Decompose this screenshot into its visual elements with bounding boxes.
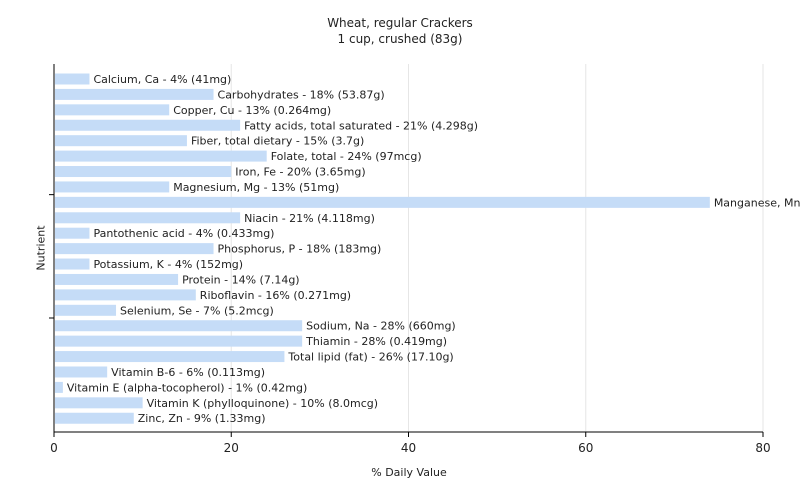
data-label: Vitamin E (alpha-tocopherol) - 1% (0.42m… [67, 381, 307, 394]
data-label: Manganese, Mn - 74% (1.478mg) [714, 196, 800, 209]
bar [55, 366, 108, 378]
chart-title: Wheat, regular Crackers [327, 16, 473, 30]
data-label: Protein - 14% (7.14g) [182, 273, 300, 286]
bar [55, 335, 303, 347]
data-label: Zinc, Zn - 9% (1.33mg) [138, 412, 266, 425]
y-axis-label: Nutrient [34, 225, 48, 271]
data-label: Vitamin K (phylloquinone) - 10% (8.0mcg) [147, 397, 378, 410]
data-label: Potassium, K - 4% (152mg) [93, 258, 243, 271]
data-label: Fiber, total dietary - 15% (3.7g) [191, 135, 364, 148]
bar [55, 181, 170, 193]
data-label: Fatty acids, total saturated - 21% (4.29… [244, 119, 478, 132]
chart-subtitle: 1 cup, crushed (83g) [337, 32, 463, 46]
data-label: Copper, Cu - 13% (0.264mg) [173, 104, 331, 117]
bar [55, 320, 303, 332]
data-label: Niacin - 21% (4.118mg) [244, 212, 375, 225]
bar [55, 135, 187, 147]
bar [55, 104, 170, 116]
data-label: Folate, total - 24% (97mcg) [271, 150, 422, 163]
bar [55, 289, 196, 301]
x-axis-label: % Daily Value [371, 466, 447, 479]
data-label: Pantothenic acid - 4% (0.433mg) [93, 227, 274, 240]
x-tick-label: 40 [401, 441, 416, 455]
bar [55, 88, 214, 100]
bar [55, 381, 63, 393]
data-label: Iron, Fe - 20% (3.65mg) [235, 166, 365, 179]
data-label: Calcium, Ca - 4% (41mg) [93, 73, 231, 86]
data-label: Magnesium, Mg - 13% (51mg) [173, 181, 339, 194]
bar [55, 243, 214, 255]
data-label: Vitamin B-6 - 6% (0.113mg) [111, 366, 265, 379]
x-tick-label: 60 [578, 441, 593, 455]
data-label: Thiamin - 28% (0.419mg) [305, 335, 447, 348]
bar [55, 351, 285, 363]
x-tick-label: 80 [755, 441, 770, 455]
data-label: Phosphorus, P - 18% (183mg) [218, 243, 382, 256]
bar [55, 412, 134, 424]
bar [55, 304, 117, 316]
bar [55, 273, 179, 285]
bar [55, 196, 710, 208]
bar [55, 73, 90, 85]
bar [55, 166, 232, 178]
bar [55, 150, 267, 162]
data-label: Carbohydrates - 18% (53.87g) [218, 88, 385, 101]
bar [55, 212, 241, 224]
data-label: Riboflavin - 16% (0.271mg) [200, 289, 351, 302]
data-label: Selenium, Se - 7% (5.2mcg) [120, 304, 274, 317]
data-label: Sodium, Na - 28% (660mg) [306, 320, 456, 333]
bar [55, 397, 143, 409]
bar [55, 119, 241, 131]
bar [55, 227, 90, 239]
x-tick-label: 0 [50, 441, 58, 455]
x-tick-label: 20 [224, 441, 239, 455]
data-label: Total lipid (fat) - 26% (17.10g) [287, 351, 453, 364]
bar [55, 258, 90, 270]
